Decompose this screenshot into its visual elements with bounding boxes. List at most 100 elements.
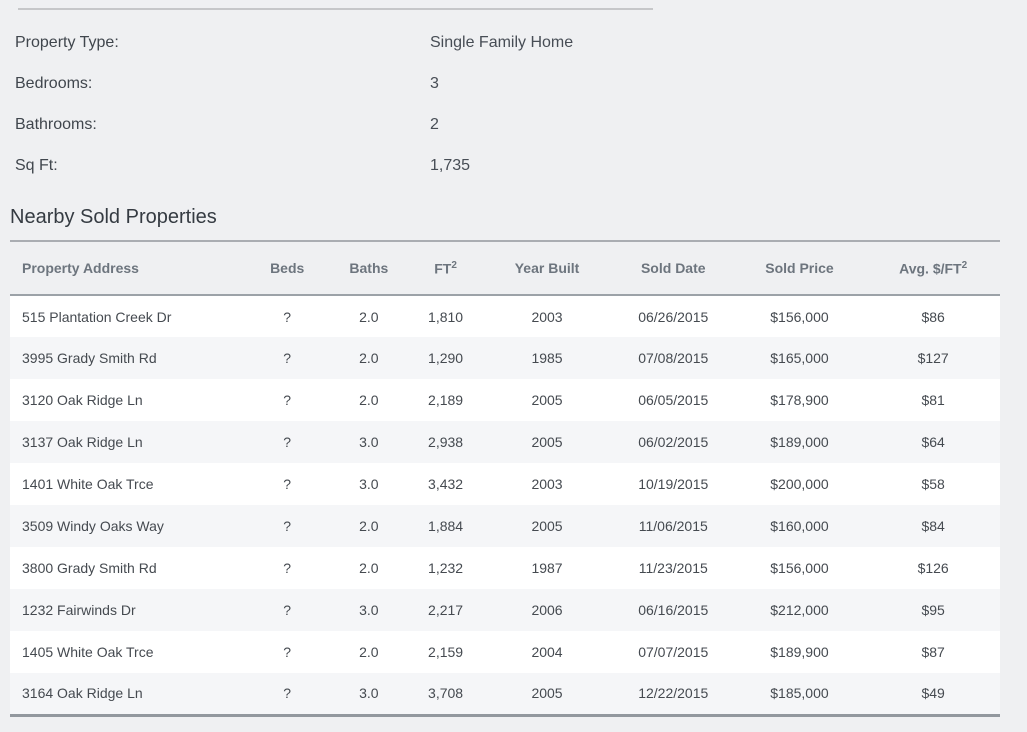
cell-baths: 2.0 [359,518,379,534]
table-body: 515 Plantation Creek Dr? 2.0 1,810 2003 06/2… [10,295,1000,715]
cell-beds: ? [283,644,292,660]
table-row: 1401 White Oak Trce? 3.0 3,432 2003 10/19/20… [10,463,1000,505]
cell-sold-price: $160,000 [770,518,829,534]
column-header-beds: Beds [247,241,327,296]
table-row: 3164 Oak Ridge Ln? 3.0 3,708 2005 12/22/2015… [10,673,1000,715]
detail-row-property-type: Property Type: Single Family Home [15,22,1027,63]
cell-sold-price: $200,000 [770,476,829,492]
detail-label: Bedrooms: [15,74,93,92]
column-header-avg-price-sqft: Avg. $/FT2 [866,241,1000,296]
table-row: 3995 Grady Smith Rd? 2.0 1,290 1985 07/08/20… [10,337,1000,379]
column-header-sqft: FT2 [410,241,481,296]
column-header-property-address: Property Address [10,241,248,296]
cell-sqft: 1,232 [428,560,464,576]
cell-sold-date: 06/05/2015 [638,392,709,408]
cell-avg-price-sqft: $49 [921,685,945,702]
cell-year-built: 2005 [531,434,563,450]
cell-baths: 3.0 [359,434,379,450]
cell-baths: 2.0 [359,392,379,408]
cell-sold-price: $156,000 [770,308,829,325]
table-header: Property Address Beds Baths FT2 Year Built So… [10,241,1000,296]
cell-baths: 2.0 [359,560,379,576]
cell-beds: ? [283,476,292,492]
column-header-year-built: Year Built [480,241,614,296]
cell-baths: 2.0 [359,308,379,325]
cell-year-built: 2005 [531,685,563,702]
cell-property-address: 1232 Fairwinds Dr [22,602,136,618]
cell-avg-price-sqft: $126 [917,560,949,576]
section-title-nearby-sold: Nearby Sold Properties [10,206,217,228]
property-details: Property Type: Single Family Home Bedroo… [15,22,1027,186]
cell-sold-date: 11/06/2015 [638,518,708,534]
cell-beds: ? [283,518,292,534]
cell-sqft: 2,217 [428,602,464,618]
cell-beds: ? [283,434,292,450]
cell-baths: 3.0 [359,476,379,492]
detail-value: 3 [430,74,439,92]
cell-beds: ? [283,308,292,325]
cell-beds: ? [283,602,292,618]
cell-avg-price-sqft: $87 [921,644,945,660]
detail-value: Single Family Home [430,33,574,51]
cell-sold-price: $189,900 [770,644,829,660]
cell-sold-price: $189,000 [770,434,829,450]
cell-year-built: 2003 [531,308,563,325]
cell-property-address: 1401 White Oak Trce [22,476,154,492]
cell-property-address: 3509 Windy Oaks Way [22,518,164,534]
table-row: 3509 Windy Oaks Way? 2.0 1,884 2005 11/06/20… [10,505,1000,547]
cell-property-address: 1405 White Oak Trce [22,644,154,660]
cell-sold-date: 06/02/2015 [638,434,709,450]
cell-sold-price: $178,900 [770,392,829,408]
cell-property-address: 3995 Grady Smith Rd [22,350,157,366]
cell-year-built: 2006 [531,602,563,618]
cell-sold-date: 10/19/2015 [638,476,709,492]
cell-sqft: 1,290 [428,350,464,366]
cell-property-address: 3120 Oak Ridge Ln [22,392,143,408]
cell-sold-date: 07/08/2015 [638,350,709,366]
cell-baths: 3.0 [359,685,379,702]
detail-label: Bathrooms: [15,115,97,133]
cell-avg-price-sqft: $95 [921,602,945,618]
cell-baths: 2.0 [359,350,379,366]
detail-row-bedrooms: Bedrooms: 3 [15,63,1027,104]
cell-year-built: 1985 [531,350,563,366]
cell-sqft: 2,189 [428,392,464,408]
cell-avg-price-sqft: $81 [921,392,945,408]
cell-sold-price: $185,000 [770,685,829,702]
table-row: 3137 Oak Ridge Ln? 3.0 2,938 2005 06/02/2015… [10,421,1000,463]
cell-year-built: 2004 [531,644,563,660]
cell-sold-date: 06/16/2015 [638,602,709,618]
cell-avg-price-sqft: $58 [921,476,945,492]
detail-row-bathrooms: Bathrooms: 2 [15,104,1027,145]
cell-sqft: 1,884 [428,518,464,534]
cell-sqft: 2,159 [428,644,464,660]
column-header-sold-date: Sold Date [613,241,733,296]
cell-sold-date: 12/22/2015 [638,685,709,702]
cell-avg-price-sqft: $86 [921,308,945,325]
table-row: 3120 Oak Ridge Ln? 2.0 2,189 2005 06/05/2015… [10,379,1000,421]
cell-beds: ? [283,392,292,408]
detail-value: 1,735 [430,156,471,174]
cell-avg-price-sqft: $64 [921,434,945,450]
cell-sold-price: $156,000 [770,560,829,576]
cell-sold-date: 11/23/2015 [638,560,708,576]
cell-baths: 2.0 [359,644,379,660]
sold-properties-table: Property Address Beds Baths FT2 Year Built So… [10,240,1000,717]
cell-year-built: 2003 [531,476,563,492]
table-row: 1232 Fairwinds Dr? 3.0 2,217 2006 06/16/2015… [10,589,1000,631]
table-row: 1405 White Oak Trce? 2.0 2,159 2004 07/07/20… [10,631,1000,673]
cell-sold-price: $212,000 [770,602,829,618]
column-header-sold-price: Sold Price [732,241,867,296]
cell-year-built: 2005 [531,518,563,534]
cell-sqft: 3,708 [428,685,464,702]
cell-avg-price-sqft: $127 [917,350,949,366]
cell-year-built: 1987 [531,560,563,576]
cell-beds: ? [283,685,292,702]
cell-property-address: 3137 Oak Ridge Ln [22,434,143,450]
detail-value: 2 [430,115,439,133]
cell-year-built: 2005 [531,392,563,408]
cell-property-address: 515 Plantation Creek Dr [22,308,172,325]
top-divider [18,8,653,10]
detail-label: Sq Ft: [15,156,58,174]
cell-sold-price: $165,000 [770,350,829,366]
